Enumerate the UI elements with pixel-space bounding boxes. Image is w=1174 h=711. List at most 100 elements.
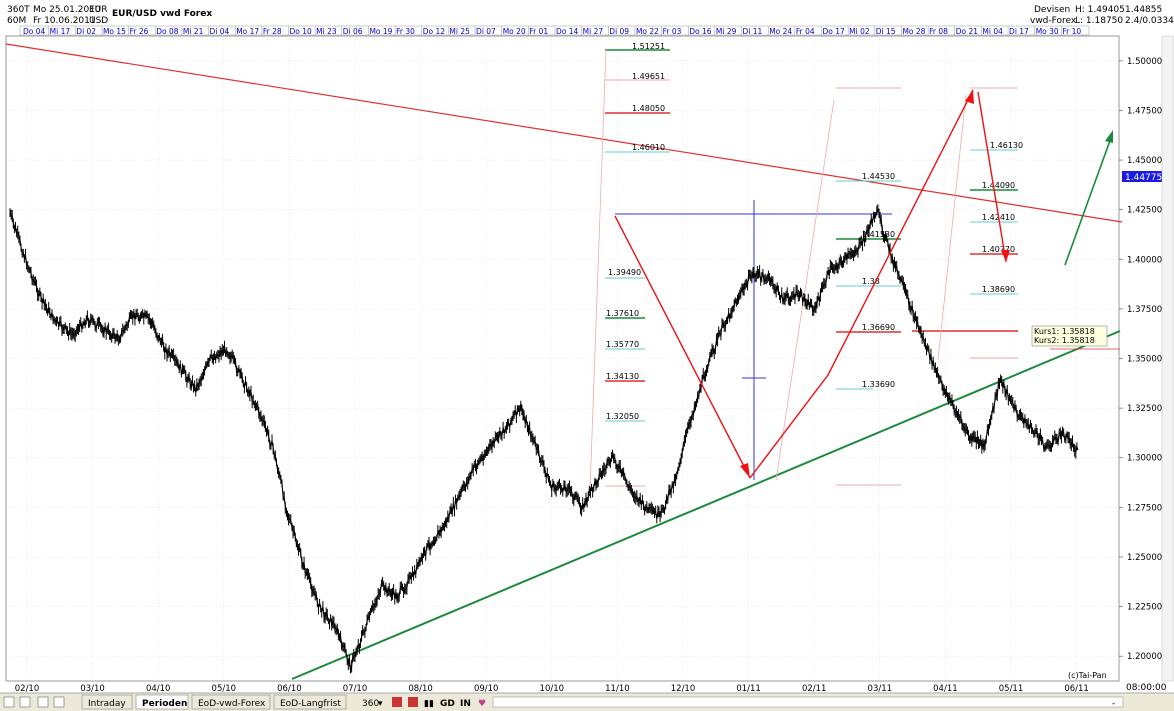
date-strip-label: Fr 03 — [663, 27, 682, 36]
date-strip-label: Mi 23 — [316, 27, 337, 36]
quote-currency: USD — [89, 16, 108, 26]
candle-icon[interactable]: ▮▮ — [424, 699, 434, 709]
y-tick-label: 1.40000 — [1127, 255, 1162, 265]
y-tick-label: 1.37500 — [1127, 305, 1162, 315]
date-strip-label: Di 02 — [76, 27, 96, 36]
tab-eod-langfrist[interactable] — [273, 694, 347, 710]
date-strip-label: Do 10 — [290, 27, 313, 36]
green-trendline — [291, 330, 1121, 680]
fib-label-left-1: 1.51251 — [632, 42, 665, 51]
fib-label-left-5: 1.39490 — [608, 268, 641, 277]
date-strip-label: Do 04 — [23, 27, 46, 36]
tab-bar: Intraday Perioden EoD-vwd-Forex EoD-Langfri… — [81, 694, 347, 710]
current-price-marker — [1122, 171, 1162, 182]
gd-button[interactable]: GD — [440, 699, 455, 709]
date-strip-label: Di 06 — [343, 27, 363, 36]
zoom-dropdown-icon[interactable]: ▾ — [378, 699, 383, 709]
fib-label-left-6: 1.37610 — [606, 309, 639, 318]
copyright: (c)Tai-Pan — [1068, 671, 1107, 680]
fib-label-left-8: 1.34130 — [606, 372, 639, 381]
source-label: vwd-Forex — [1030, 16, 1077, 26]
vertical-scrollbar[interactable] — [1161, 35, 1174, 682]
date-to: Fr 10.06.2011 — [33, 16, 96, 26]
x-tick-label: 11/10 — [605, 684, 630, 694]
date-strip-label: Mi 17 — [50, 27, 71, 36]
y-tick-label: 1.27500 — [1127, 503, 1162, 513]
date-strip-label: Di 15 — [876, 27, 896, 36]
arrow-heads — [740, 90, 1010, 478]
fib-label-right-2: 1.44090 — [982, 181, 1015, 190]
fib-label-mid-3: 1.38 — [862, 277, 880, 286]
y-tick-label: 1.32500 — [1127, 404, 1162, 414]
top-right-value: 1.44855 — [1125, 5, 1162, 15]
y-tick-label: 1.47500 — [1127, 106, 1162, 116]
tab-label: EoD-vwd-Forex — [198, 699, 266, 709]
date-strip-label: Do 08 — [156, 27, 179, 36]
top-right-sub: 2.4/0.0334 — [1125, 16, 1174, 26]
date-strip-label: Fr 30 — [396, 27, 415, 36]
current-price-value: 1.44775 — [1125, 173, 1162, 183]
date-strip-label: Di 09 — [609, 27, 629, 36]
kurs-1: Kurs1: 1.35818 — [1034, 327, 1095, 336]
date-strip-label: Mi 04 — [982, 27, 1003, 36]
table-icon[interactable] — [37, 696, 49, 708]
date-strip-label: Mo 22 — [636, 27, 659, 36]
in-button[interactable]: IN — [460, 699, 471, 709]
date-strip-label: Mi 27 — [583, 27, 604, 36]
heart-icon[interactable]: ♥ — [478, 699, 486, 709]
date-strip-label: Do 21 — [956, 27, 979, 36]
date-strip-label: Mo 17 — [236, 27, 259, 36]
date-strip-label: Do 17 — [823, 27, 846, 36]
tool-icon[interactable] — [3, 696, 15, 708]
date-strip — [19, 25, 1090, 36]
zoom-value[interactable]: 360 — [362, 699, 379, 709]
tab-label: EoD-Langfrist — [280, 699, 341, 709]
x-tick-label: 06/10 — [277, 684, 302, 694]
grid-icon[interactable] — [19, 696, 31, 708]
tab-eod-vwd-forex[interactable] — [191, 694, 271, 710]
fib-label-left-4: 1.46010 — [632, 143, 665, 152]
tab-perioden[interactable] — [135, 694, 189, 710]
date-strip-label: Di 11 — [743, 27, 763, 36]
x-tick-label: 08/10 — [408, 684, 433, 694]
low-label: L: 1.18750 — [1075, 16, 1123, 26]
date-strip-label: Mi 21 — [183, 27, 204, 36]
date-strip-label: Mo 30 — [1036, 27, 1059, 36]
toolbar-icons — [3, 696, 65, 708]
fib-label-left-7: 1.35770 — [606, 340, 639, 349]
price-line — [9, 207, 1079, 671]
x-tick-label: 05/11 — [999, 684, 1024, 694]
flag-icon[interactable] — [392, 697, 402, 707]
swing-arrows — [614, 89, 1007, 479]
pen-icon[interactable] — [53, 696, 65, 708]
date-strip-label: Mo 24 — [769, 27, 792, 36]
marker-icon[interactable] — [408, 697, 418, 707]
fib-label-mid-5: 1.33690 — [862, 380, 895, 389]
base-currency: EUR — [89, 5, 108, 15]
y-tick-label: 1.45000 — [1127, 156, 1162, 166]
date-strip-label: Mo 19 — [369, 27, 392, 36]
date-strip-label: Fr 01 — [529, 27, 548, 36]
tab-intraday[interactable] — [81, 694, 133, 710]
y-tick-label: 1.30000 — [1127, 454, 1162, 464]
fib-label-left-3: 1.48050 — [632, 104, 665, 113]
tab-label: Intraday — [88, 699, 126, 709]
date-strip-label: Mi 25 — [449, 27, 470, 36]
chart-title: EUR/USD vwd Forex — [112, 9, 212, 19]
fib-levels-left: 1.51251 1.49651 1.48050 1.46010 1.39490 … — [589, 42, 670, 491]
fib-label-right-4: 1.40770 — [982, 245, 1015, 254]
y-tick-label: 1.50000 — [1127, 57, 1162, 67]
footer-time: 08:00:00 — [1126, 683, 1167, 693]
x-tick-label: 03/11 — [868, 684, 893, 694]
date-strip-label: Fr 26 — [130, 27, 149, 36]
fib-label-mid-1: 1.44530 — [862, 172, 895, 181]
interval-code: 60M — [7, 16, 26, 26]
red-trendline — [5, 43, 1123, 223]
x-tick-label: 04/11 — [933, 684, 958, 694]
fib-label-mid-4: 1.36690 — [862, 323, 895, 332]
date-strip-label: Mo 28 — [902, 27, 925, 36]
horizontal-scrollbar[interactable] — [492, 696, 1124, 708]
date-strip-label: Fr 28 — [263, 27, 282, 36]
